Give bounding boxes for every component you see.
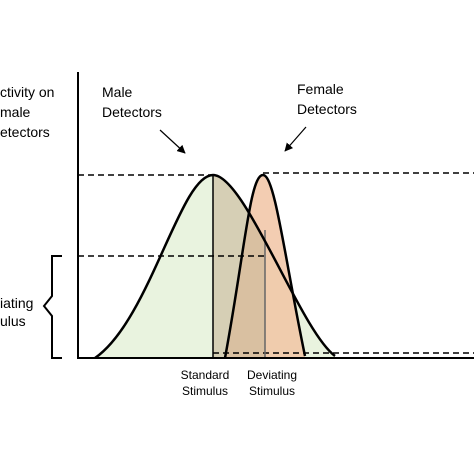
male-label: Male [102, 84, 133, 100]
y-axis-label: male [0, 104, 31, 120]
arrow [159, 129, 186, 154]
male-label: Detectors [102, 104, 162, 120]
brace [42, 255, 62, 359]
y-axis-label: etectors [0, 124, 50, 140]
female-curve [223, 173, 307, 359]
brace-label: iating [0, 295, 33, 311]
male-curve [94, 173, 336, 360]
standard-label: Stimulus [182, 384, 228, 398]
standard-label: Standard [181, 368, 230, 382]
y-axis-label: ctivity on [0, 84, 54, 100]
deviating-label: Stimulus [249, 384, 295, 398]
brace-label: ulus [0, 313, 26, 329]
deviating-label: Deviating [247, 368, 297, 382]
female-label: Female [297, 81, 344, 97]
arrow [284, 126, 307, 152]
female-label: Detectors [297, 101, 357, 117]
